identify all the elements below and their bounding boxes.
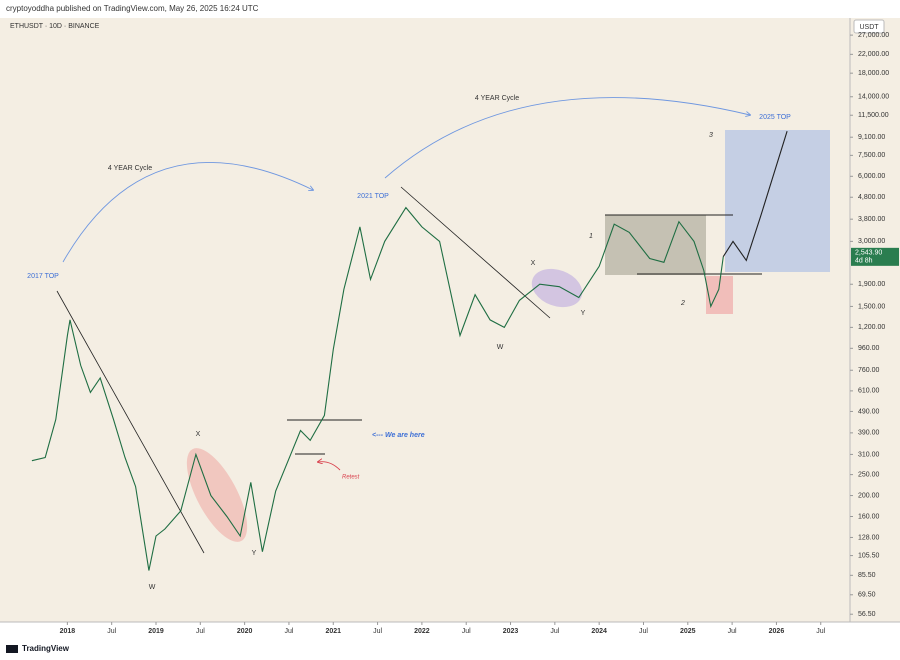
header-text: cryptoyoddha published on TradingView.co… [6, 4, 259, 13]
logo [6, 645, 18, 653]
annotation: 2 [680, 300, 685, 307]
x-tick-label: 2025 [680, 628, 696, 635]
x-tick-label: Jul [639, 628, 648, 635]
y-tick-label: 18,000.00 [858, 70, 889, 77]
symbol-title: ETHUSDT · 10D · BINANCE [10, 23, 100, 30]
price-line [31, 206, 724, 571]
annotation: 3 [709, 132, 713, 139]
last-price-box [851, 247, 899, 266]
annotation: X [531, 260, 536, 267]
annotation: 4 YEAR Cycle [475, 95, 519, 102]
footer-brand: TradingView [22, 644, 70, 653]
y-tick-label: 490.00 [858, 408, 880, 415]
y-tick-label: 200.00 [858, 492, 880, 499]
y-tick-label: 14,000.00 [858, 94, 889, 101]
annotation: W [497, 344, 504, 351]
x-tick-label: Jul [816, 628, 825, 635]
annotation: 2017 TOP [27, 273, 59, 280]
annotation: 2025 TOP [759, 114, 791, 121]
trendline [56, 290, 205, 554]
annotation: 2021 TOP [357, 193, 389, 200]
x-tick-label: Jul [284, 628, 293, 635]
y-tick-label: 310.00 [858, 451, 880, 458]
y-tick-label: 9,100.00 [858, 134, 885, 141]
plot-bg [0, 18, 850, 622]
annotation: Y [581, 310, 586, 317]
x-tick-label: 2022 [414, 628, 430, 635]
y-tick-label: 1,200.00 [858, 324, 885, 331]
y-tick-label: 4,800.00 [858, 194, 885, 201]
cycle-arc [62, 162, 313, 263]
y-tick-label: 56.50 [858, 611, 876, 618]
last-price-label: 2,543.90 [855, 250, 882, 257]
x-tick-label: Jul [462, 628, 471, 635]
y-tick-label: 760.00 [858, 367, 880, 374]
y-tick-label: 3,000.00 [858, 238, 885, 245]
y-tick-label: 6,000.00 [858, 173, 885, 180]
y-tick-label: 250.00 [858, 471, 880, 478]
unit-box [853, 19, 885, 34]
cycle-arc [384, 97, 750, 179]
x-tick-label: 2019 [148, 628, 164, 635]
x-tick-label: 2018 [60, 628, 76, 635]
x-tick-label: Jul [196, 628, 205, 635]
y-tick-label: 105.50 [858, 552, 880, 559]
range-box [605, 215, 706, 275]
y-tick-label: 960.00 [858, 345, 880, 352]
y-tick-label: 85.50 [858, 572, 876, 579]
y-tick-label: 22,000.00 [858, 51, 889, 58]
annotation: <--- We are here [372, 432, 425, 439]
y-tick-label: 11,500.00 [858, 112, 889, 119]
x-tick-label: Jul [550, 628, 559, 635]
countdown: 4d 8h [855, 258, 873, 265]
annotation: X [196, 431, 201, 438]
footer: TradingView [6, 644, 70, 653]
y-tick-label: 390.00 [858, 430, 880, 437]
retest-arrow [318, 462, 341, 471]
y-tick-label: 3,800.00 [858, 216, 885, 223]
x-tick-label: Jul [107, 628, 116, 635]
y-tick-label: 1,900.00 [858, 281, 885, 288]
annotation: Y [252, 550, 257, 557]
x-tick-label: 2023 [503, 628, 519, 635]
annotation: W [149, 584, 156, 591]
y-tick-label: 1,500.00 [858, 303, 885, 310]
x-tick-label: 2024 [591, 628, 607, 635]
unit-label: USDT [859, 24, 879, 31]
y-tick-label: 128.00 [858, 534, 880, 541]
annotation: 1 [589, 233, 593, 240]
x-tick-label: 2020 [237, 628, 253, 635]
y-tick-label: 27,000.00 [858, 32, 889, 39]
x-tick-label: Jul [373, 628, 382, 635]
ellipse [531, 268, 583, 308]
axis-bg [850, 18, 900, 622]
y-tick-label: 7,500.00 [858, 152, 885, 159]
y-tick-label: 160.00 [858, 513, 880, 520]
x-tick-label: Jul [728, 628, 737, 635]
y-tick-label: 69.50 [858, 592, 876, 599]
x-tick-label: 2021 [325, 628, 341, 635]
price-line [722, 131, 788, 262]
target-box [725, 130, 830, 272]
annotation: 4 YEAR Cycle [108, 165, 152, 172]
annotation: Retest [342, 475, 360, 481]
y-tick-label: 610.00 [858, 388, 880, 395]
x-tick-label: 2026 [769, 628, 785, 635]
